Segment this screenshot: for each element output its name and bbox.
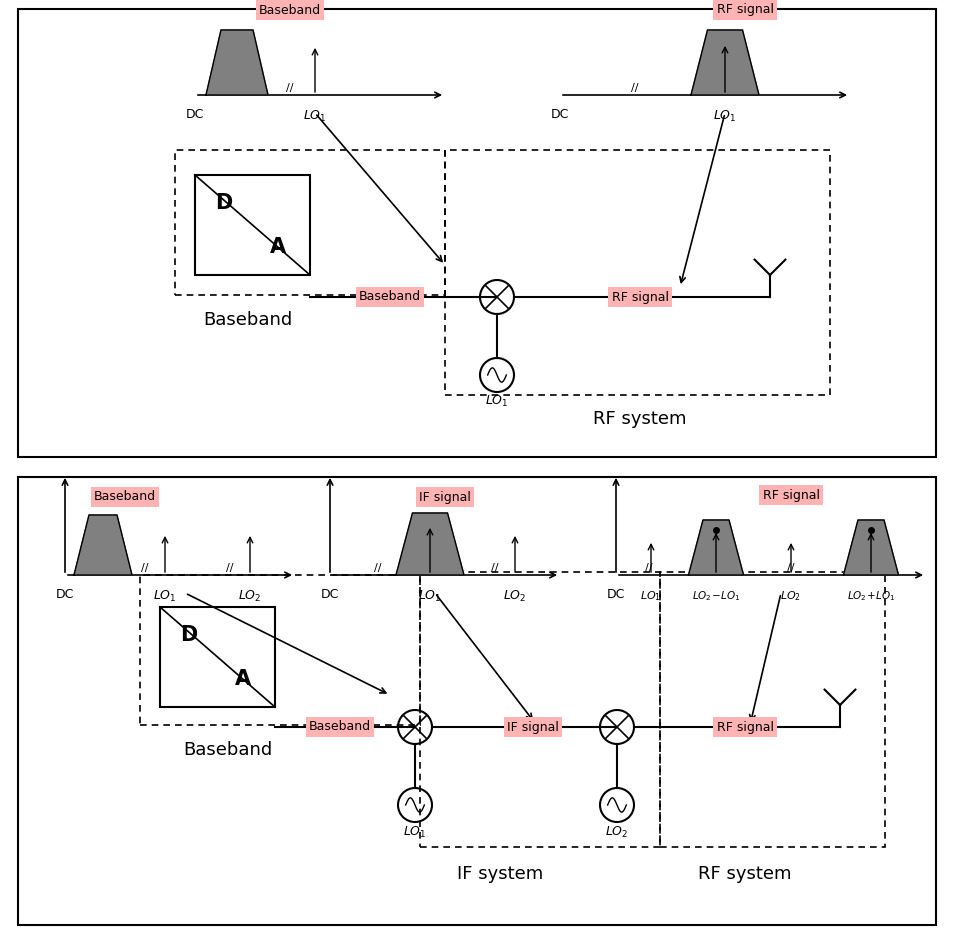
Text: DC: DC xyxy=(186,108,204,121)
Text: $LO_2\!+\!LO_1$: $LO_2\!+\!LO_1$ xyxy=(847,589,895,603)
Text: DC: DC xyxy=(55,588,74,601)
Text: //: // xyxy=(867,563,875,573)
Text: //: // xyxy=(226,563,234,573)
Text: $LO_1$: $LO_1$ xyxy=(485,394,509,410)
Text: //: // xyxy=(141,563,149,573)
Text: D: D xyxy=(180,625,198,645)
FancyBboxPatch shape xyxy=(18,477,936,925)
Text: RF system: RF system xyxy=(593,410,687,428)
Text: D: D xyxy=(215,193,232,213)
Text: IF system: IF system xyxy=(456,865,543,883)
Text: $LO_1$: $LO_1$ xyxy=(153,589,177,604)
Text: A: A xyxy=(235,669,251,689)
Text: $LO_2$: $LO_2$ xyxy=(503,589,527,604)
Text: //: // xyxy=(491,563,499,573)
Text: $LO_2$: $LO_2$ xyxy=(239,589,262,604)
Polygon shape xyxy=(843,520,899,575)
Text: //: // xyxy=(712,563,720,573)
Text: $LO_2$: $LO_2$ xyxy=(780,589,801,603)
Text: Baseband: Baseband xyxy=(203,311,292,329)
Text: //: // xyxy=(787,563,795,573)
Text: $LO_1$: $LO_1$ xyxy=(418,589,442,604)
Text: Baseband: Baseband xyxy=(308,721,371,733)
Text: A: A xyxy=(269,237,286,257)
Text: Baseband: Baseband xyxy=(259,4,321,17)
Polygon shape xyxy=(206,30,268,95)
Text: Baseband: Baseband xyxy=(183,741,272,759)
Polygon shape xyxy=(74,515,132,575)
Text: $LO_2\!-\!LO_1$: $LO_2\!-\!LO_1$ xyxy=(692,589,740,603)
Text: DC: DC xyxy=(321,588,339,601)
Polygon shape xyxy=(689,520,744,575)
Text: $LO_2$: $LO_2$ xyxy=(605,825,628,841)
Text: IF signal: IF signal xyxy=(419,491,471,504)
Polygon shape xyxy=(396,513,464,575)
Text: RF signal: RF signal xyxy=(716,4,774,17)
Text: RF signal: RF signal xyxy=(716,721,774,733)
Text: RF signal: RF signal xyxy=(762,488,819,501)
Text: RF system: RF system xyxy=(698,865,792,883)
Text: //: // xyxy=(646,563,653,573)
Text: //: // xyxy=(286,83,294,93)
Text: DC: DC xyxy=(551,108,569,121)
Text: Baseband: Baseband xyxy=(94,491,156,504)
Text: $LO_1$: $LO_1$ xyxy=(403,825,427,841)
Text: DC: DC xyxy=(606,588,626,601)
Text: //: // xyxy=(631,83,639,93)
Text: $LO_1$: $LO_1$ xyxy=(641,589,662,603)
Polygon shape xyxy=(691,30,759,95)
FancyBboxPatch shape xyxy=(18,9,936,457)
Text: //: // xyxy=(374,563,382,573)
Text: Baseband: Baseband xyxy=(359,291,421,304)
Text: RF signal: RF signal xyxy=(611,291,668,304)
Text: $LO_1$: $LO_1$ xyxy=(304,109,327,124)
Text: $LO_1$: $LO_1$ xyxy=(713,109,736,124)
FancyBboxPatch shape xyxy=(195,175,310,275)
Text: IF signal: IF signal xyxy=(507,721,559,733)
FancyBboxPatch shape xyxy=(160,607,275,707)
